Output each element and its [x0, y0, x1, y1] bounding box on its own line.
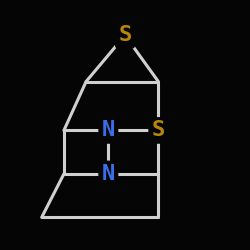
Text: S: S [118, 25, 132, 45]
Text: S: S [152, 120, 165, 141]
Text: N: N [102, 120, 115, 141]
Text: N: N [102, 164, 115, 184]
